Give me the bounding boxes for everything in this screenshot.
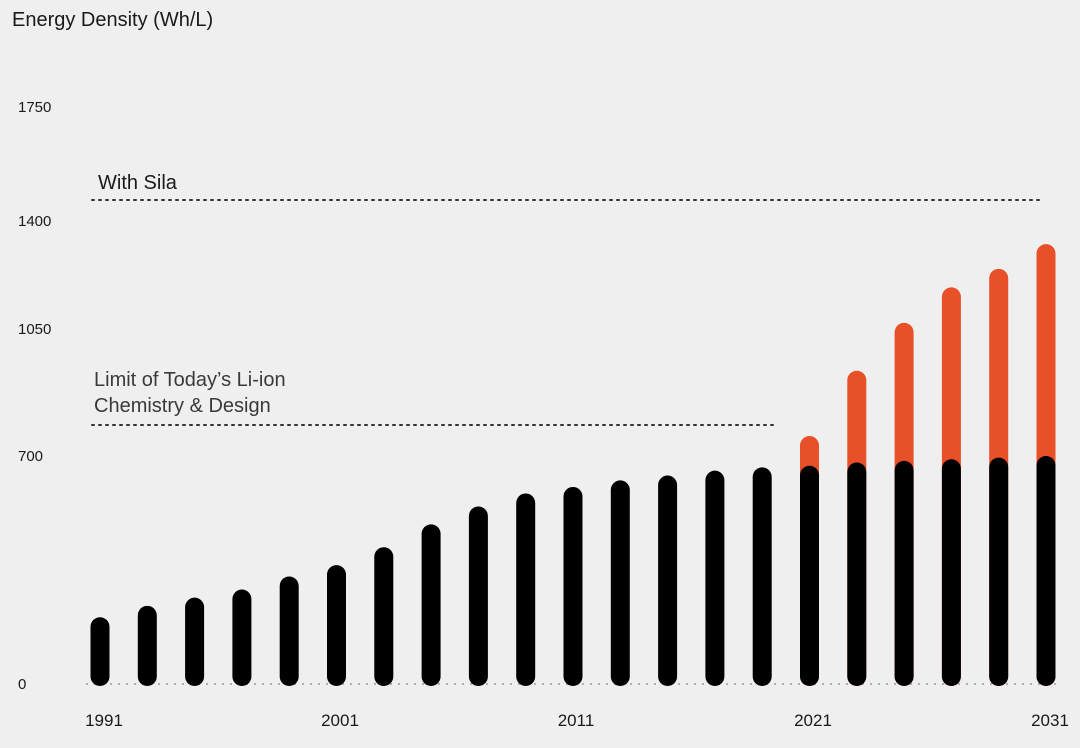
li-ion-limit-label-line: Limit of Today’s Li-ion [94,369,286,391]
bar-liion-1993 [137,605,157,686]
bars [90,244,1056,686]
bar-liion-2025 [894,460,914,686]
x-tick-label: 2001 [321,711,359,730]
bar-liion-1991 [90,617,110,686]
y-tick-label: 1400 [18,213,51,230]
x-tick-label: 2031 [1031,711,1069,730]
bar-liion-2003 [374,547,394,686]
bar-liion-1997 [232,589,252,686]
bar-liion-2021 [800,465,819,686]
x-axis: 1991 2001 2011 2021 2031 [85,711,1069,730]
li-ion-limit-label-line: Chemistry & Design [94,395,271,417]
reference-lines [91,199,1041,426]
y-tick-label: 1750 [18,99,51,116]
y-tick-label: 1050 [18,321,51,338]
bar-liion-2005 [421,524,441,686]
bar-liion-2029 [989,457,1009,686]
y-axis: 0 700 1050 1400 1750 [18,99,51,693]
bar-liion-2027 [941,459,961,686]
bar-liion-2019 [752,467,772,686]
bar-liion-1995 [185,597,205,686]
with-sila-label: With Sila [98,172,178,194]
bar-liion-2001 [327,565,346,686]
bar-liion-1999 [279,576,299,686]
bar-liion-2013 [610,480,630,686]
annotations: With Sila Limit of Today’s Li-ion Chemistr… [94,172,286,417]
x-tick-label: 1991 [85,711,123,730]
y-tick-label: 0 [18,676,26,693]
x-tick-label: 2021 [794,711,832,730]
bar-liion-2007 [468,506,488,686]
bar-liion-2031 [1036,456,1056,686]
chart-title: Energy Density (Wh/L) [12,9,213,31]
y-tick-label: 700 [18,448,43,465]
bar-liion-2017 [705,470,725,686]
bar-liion-2011 [563,486,583,686]
bar-liion-2023 [847,462,867,686]
bar-liion-2009 [516,493,536,686]
bar-liion-2015 [658,475,678,686]
x-tick-label: 2011 [558,711,595,730]
